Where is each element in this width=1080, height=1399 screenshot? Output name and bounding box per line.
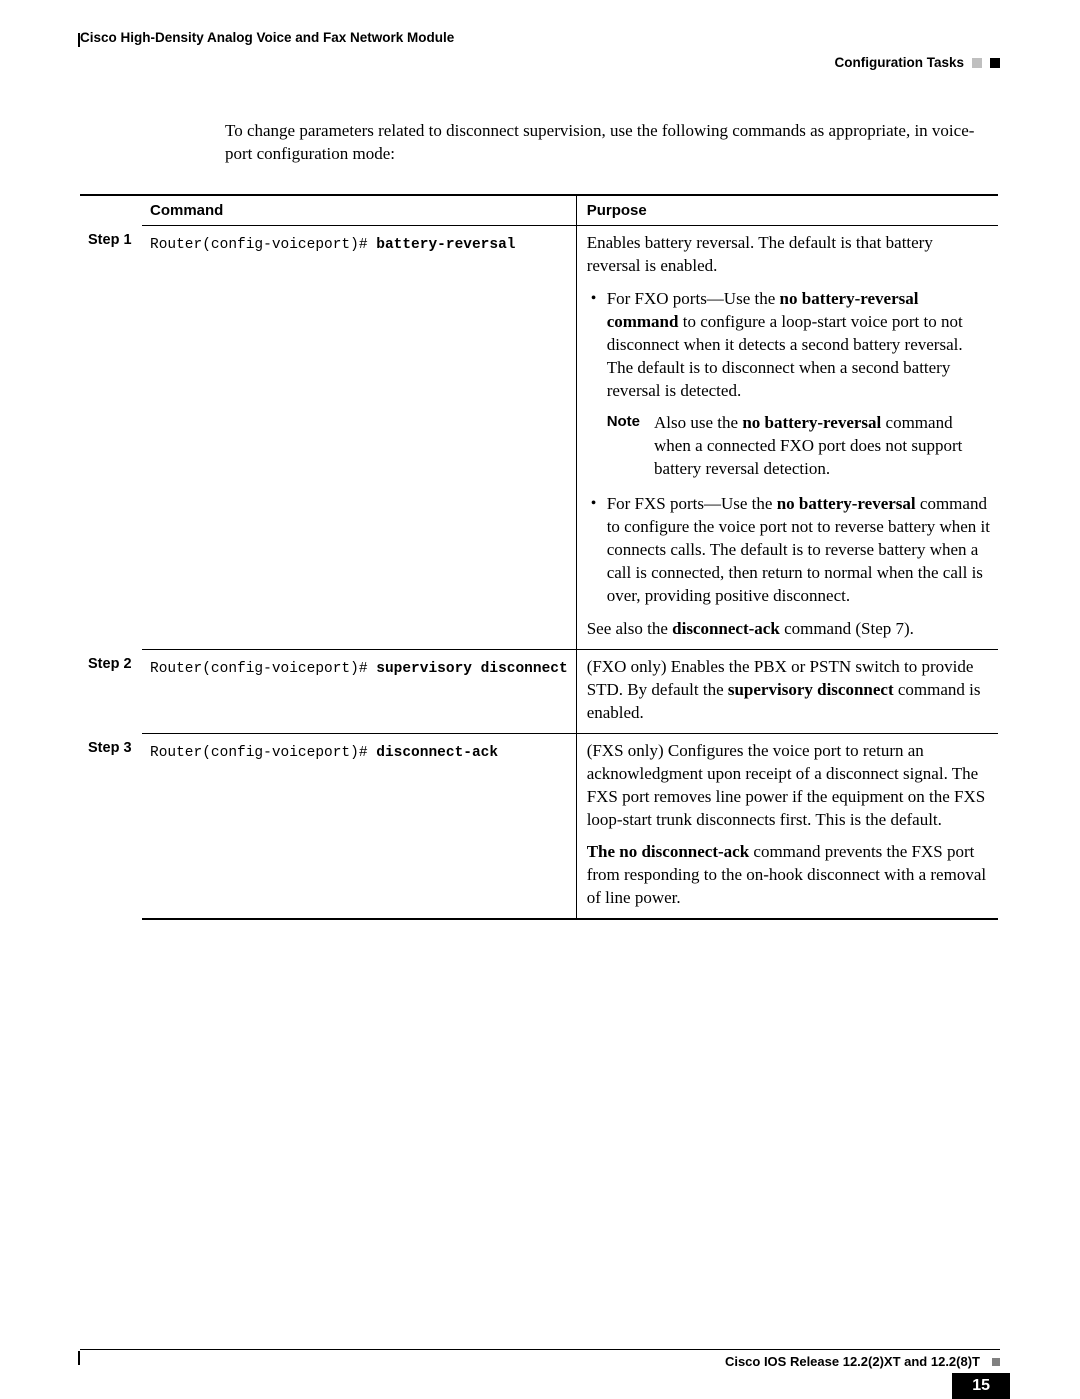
- cli-keyword: disconnect-ack: [376, 745, 498, 761]
- cli-keyword: supervisory disconnect: [376, 661, 567, 677]
- bullet-list: For FXO ports—Use the no battery-reversa…: [587, 288, 990, 403]
- command-cell: Router(config-voiceport)# disconnect-ack: [142, 733, 576, 919]
- prompt-text: Router(config-voiceport)#: [150, 745, 376, 761]
- purpose-text: (FXS only) Configures the voice port to …: [587, 740, 990, 832]
- doc-title: Cisco High-Density Analog Voice and Fax …: [80, 30, 454, 45]
- note-label: Note: [607, 412, 640, 481]
- intro-paragraph: To change parameters related to disconne…: [225, 120, 1000, 166]
- purpose-text: (FXO only) Enables the PBX or PSTN switc…: [587, 656, 990, 725]
- command-cell: Router(config-voiceport)# battery-revers…: [142, 225, 576, 649]
- release-text: Cisco IOS Release 12.2(2)XT and 12.2(8)T: [725, 1354, 980, 1369]
- breadcrumb-row: Configuration Tasks: [80, 55, 1000, 70]
- table-row: Step 3 Router(config-voiceport)# disconn…: [80, 733, 998, 919]
- command-table: Command Purpose Step 1 Router(config-voi…: [80, 194, 998, 920]
- list-item: For FXS ports—Use the no battery-reversa…: [587, 493, 990, 608]
- footer-marker-icon: [992, 1358, 1000, 1366]
- list-item: For FXO ports—Use the no battery-reversa…: [587, 288, 990, 403]
- purpose-cell: (FXO only) Enables the PBX or PSTN switc…: [576, 649, 998, 733]
- purpose-text: The no disconnect-ack command prevents t…: [587, 841, 990, 910]
- bullet-list: For FXS ports—Use the no battery-reversa…: [587, 493, 990, 608]
- table-row: Step 2 Router(config-voiceport)# supervi…: [80, 649, 998, 733]
- see-also: See also the disconnect-ack command (Ste…: [587, 618, 990, 641]
- purpose-cell: Enables battery reversal. The default is…: [576, 225, 998, 649]
- page-footer: Cisco IOS Release 12.2(2)XT and 12.2(8)T…: [80, 1349, 1000, 1369]
- breadcrumb-marker-icon: [972, 58, 982, 68]
- step-label: Step 1: [80, 225, 142, 649]
- page-body: Cisco High-Density Analog Voice and Fax …: [80, 30, 1000, 920]
- prompt-text: Router(config-voiceport)#: [150, 661, 376, 677]
- cli-prompt: Router(config-voiceport)# supervisory di…: [150, 661, 568, 677]
- step-label: Step 3: [80, 733, 142, 919]
- cli-keyword: battery-reversal: [376, 237, 515, 253]
- section-breadcrumb: Configuration Tasks: [834, 55, 964, 70]
- command-cell: Router(config-voiceport)# supervisory di…: [142, 649, 576, 733]
- purpose-lead: Enables battery reversal. The default is…: [587, 232, 990, 278]
- table-row: Step 1 Router(config-voiceport)# battery…: [80, 225, 998, 649]
- cli-prompt: Router(config-voiceport)# disconnect-ack: [150, 745, 498, 761]
- breadcrumb-marker-icon: [990, 58, 1000, 68]
- col-step: [80, 195, 142, 226]
- footer-line: Cisco IOS Release 12.2(2)XT and 12.2(8)T: [80, 1349, 1000, 1369]
- note-body: Also use the no battery-reversal command…: [654, 412, 990, 481]
- note-block: Note Also use the no battery-reversal co…: [607, 412, 990, 481]
- page-number: 15: [952, 1373, 1010, 1399]
- cli-prompt: Router(config-voiceport)# battery-revers…: [150, 237, 515, 253]
- col-purpose: Purpose: [576, 195, 998, 226]
- col-command: Command: [142, 195, 576, 226]
- running-header: Cisco High-Density Analog Voice and Fax …: [80, 30, 1000, 45]
- prompt-text: Router(config-voiceport)#: [150, 237, 376, 253]
- step-label: Step 2: [80, 649, 142, 733]
- purpose-cell: (FXS only) Configures the voice port to …: [576, 733, 998, 919]
